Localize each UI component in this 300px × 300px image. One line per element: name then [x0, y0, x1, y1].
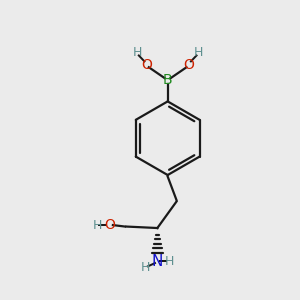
Text: O: O [104, 218, 115, 232]
Text: H: H [132, 46, 142, 59]
Text: B: B [163, 73, 172, 87]
Text: H: H [140, 261, 150, 274]
Text: H: H [164, 255, 174, 268]
Text: H: H [92, 219, 102, 232]
Text: O: O [183, 58, 194, 72]
Text: H: H [194, 46, 203, 59]
Text: N: N [152, 254, 163, 269]
Text: O: O [141, 58, 152, 72]
